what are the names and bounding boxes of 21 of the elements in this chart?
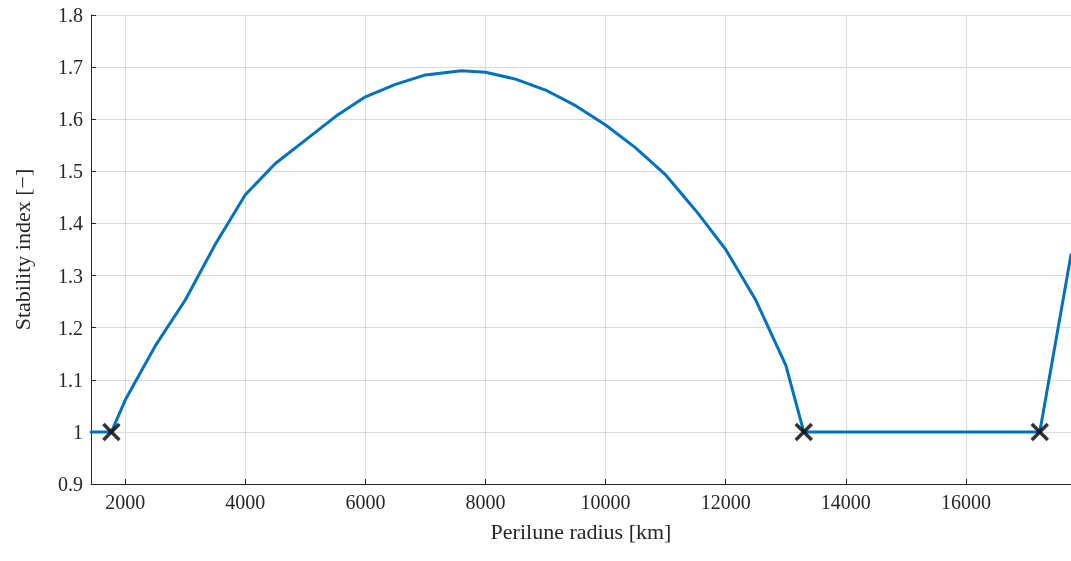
x-axis-title: Perilune radius [km] [490,518,672,544]
y-tick-label: 1.8 [58,4,83,26]
y-tick-label: 1.3 [58,264,83,287]
x-tick-label: 12000 [700,491,751,513]
y-tick-label: 1.4 [58,212,83,235]
x-tick-label: 2000 [105,491,146,513]
y-tick-label: 1.1 [58,368,83,391]
y-tick-label: 1.7 [58,56,83,79]
x-tick-label: 4000 [225,491,266,513]
y-axis-title: Stability index [−] [9,168,35,331]
x-tick-label: 16000 [940,491,991,513]
x-tick-label: 8000 [465,491,506,513]
y-tick-label: 1 [73,420,83,443]
y-tick-label: 0.9 [58,473,83,495]
line-series [89,69,1071,434]
x-tick-label: 14000 [820,491,871,513]
y-tick-label: 1.6 [58,108,83,131]
y-tick-label: 1.2 [58,316,83,339]
y-tick-label: 1.5 [58,160,83,183]
x-tick-label: 10000 [580,491,631,513]
x-tick-label: 6000 [345,491,386,513]
